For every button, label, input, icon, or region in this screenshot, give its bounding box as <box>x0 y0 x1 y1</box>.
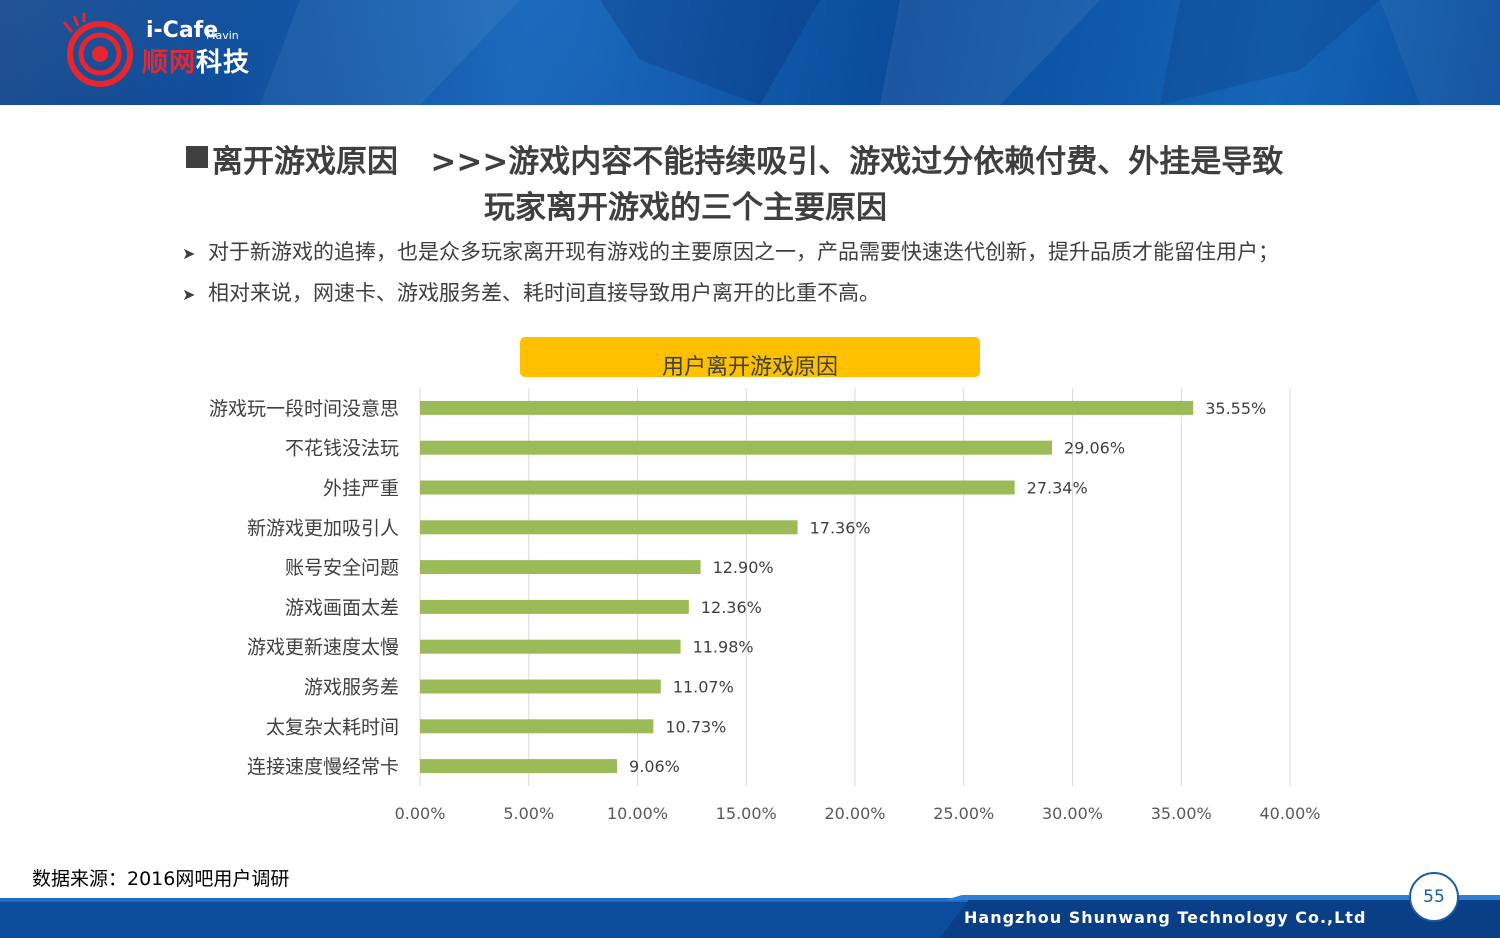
bullet-point-1: ➤ 对于新游戏的追捧，也是众多玩家离开现有游戏的主要原因之一，产品需要快速迭代创新… <box>182 236 1279 266</box>
logo-sub-text: Mavin <box>206 29 239 42</box>
x-tick-label: 10.00% <box>607 804 668 823</box>
bar <box>420 400 1194 415</box>
company-logo <box>62 12 292 92</box>
x-tick-label: 30.00% <box>1042 804 1103 823</box>
value-label: 35.55% <box>1205 399 1266 418</box>
x-tick-label: 5.00% <box>503 804 554 823</box>
data-source-note: 数据来源：2016网吧用户调研 <box>32 868 290 890</box>
category-label: 新游戏更加吸引人 <box>247 517 399 539</box>
bar <box>420 520 798 535</box>
bar <box>420 679 661 694</box>
bar <box>420 440 1053 455</box>
value-label: 12.36% <box>701 598 762 617</box>
value-label: 11.98% <box>693 638 754 657</box>
bar-chart: 0.00% 5.00% 10.00% 15.00% 20.00% 25.00% 30.00%… <box>209 388 1321 823</box>
bullet-point-text: 相对来说，网速卡、游戏服务差、耗时间直接导致用户离开的比重不高。 <box>208 281 880 305</box>
header-banner: i-Cafe Mavin 顺网科技 <box>0 0 1500 105</box>
x-tick-label: 25.00% <box>933 804 994 823</box>
footer-company-name: Hangzhou Shunwang Technology Co.,Ltd <box>964 908 1367 927</box>
x-tick-label: 15.00% <box>716 804 777 823</box>
value-label: 27.34% <box>1027 479 1088 498</box>
chart-title-box: 用户离开游戏原因 <box>520 337 980 377</box>
value-label: 10.73% <box>665 717 726 736</box>
chart-bars <box>420 400 1194 774</box>
value-label: 12.90% <box>713 558 774 577</box>
x-tick-label: 0.00% <box>395 804 446 823</box>
category-label: 太复杂太耗时间 <box>266 716 399 738</box>
x-tick-label: 20.00% <box>824 804 885 823</box>
x-tick-label: 35.00% <box>1151 804 1212 823</box>
header-facets <box>260 0 1500 105</box>
value-label: 9.06% <box>629 757 680 776</box>
footer-band <box>0 895 1500 938</box>
category-label: 游戏玩一段时间没意思 <box>209 398 399 420</box>
category-label: 游戏更新速度太慢 <box>247 637 399 659</box>
category-label: 账号安全问题 <box>285 557 399 579</box>
category-label: 游戏服务差 <box>304 677 399 699</box>
chart-labels: 0.00% 5.00% 10.00% 15.00% 20.00% 25.00% 30.00%… <box>209 398 1321 823</box>
bullet-point-2: ➤ 相对来说，网速卡、游戏服务差、耗时间直接导致用户离开的比重不高。 <box>182 277 880 307</box>
title-bullet-square <box>186 146 208 168</box>
x-tick-label: 40.00% <box>1259 804 1320 823</box>
logo-cn-text: 顺网科技 <box>142 42 250 79</box>
logo-cn-red: 顺网 <box>142 48 197 78</box>
category-label: 游戏画面太差 <box>285 597 399 619</box>
category-label: 连接速度慢经常卡 <box>247 756 399 778</box>
logo-target-icon <box>62 13 133 87</box>
value-label: 17.36% <box>810 518 871 537</box>
logo-brand-text: i-Cafe <box>146 18 219 43</box>
page-number-badge: 55 <box>1409 872 1459 922</box>
bar <box>420 599 689 614</box>
bar <box>420 480 1015 495</box>
chart-title: 用户离开游戏原因 <box>661 355 838 377</box>
arrow-bullet-icon: ➤ <box>182 285 196 304</box>
slide-title-line2: 玩家离开游戏的三个主要原因 <box>484 190 887 226</box>
slide-title-line1: 离开游戏原因 >>>游戏内容不能持续吸引、游戏过分依赖付费、外挂是导致 <box>212 144 1284 180</box>
category-label: 不花钱没法玩 <box>285 438 399 460</box>
category-label: 外挂严重 <box>323 478 399 500</box>
logo-cn-white: 科技 <box>196 48 251 78</box>
bar <box>420 639 681 654</box>
bar <box>420 759 618 774</box>
value-label: 11.07% <box>673 678 734 697</box>
value-label: 29.06% <box>1064 439 1125 458</box>
bar <box>420 719 654 734</box>
bar <box>420 560 701 575</box>
bullet-point-text: 对于新游戏的追捧，也是众多玩家离开现有游戏的主要原因之一，产品需要快速迭代创新，… <box>208 240 1279 264</box>
arrow-bullet-icon: ➤ <box>182 244 196 263</box>
